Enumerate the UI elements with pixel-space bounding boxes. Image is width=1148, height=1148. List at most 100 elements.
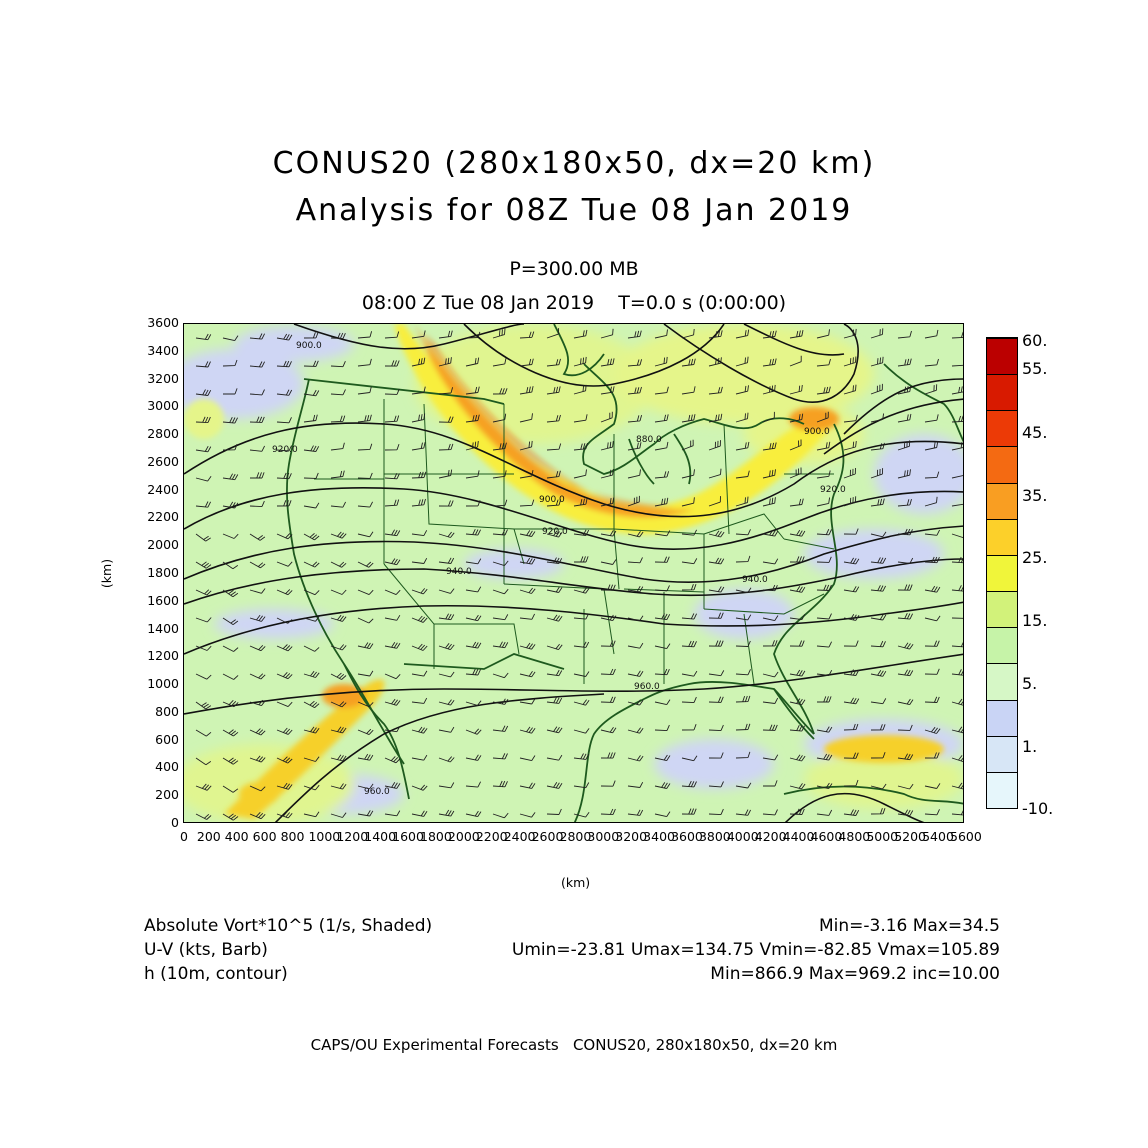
wind-barb bbox=[600, 559, 617, 565]
wind-barb bbox=[870, 442, 885, 451]
y-tick-label: 1400 bbox=[147, 620, 179, 636]
wind-barb bbox=[492, 358, 507, 367]
wind-barb bbox=[897, 330, 912, 339]
wind-barb bbox=[411, 588, 428, 595]
wind-barb bbox=[627, 557, 643, 564]
wind-barb bbox=[384, 641, 401, 649]
wind-barb bbox=[276, 389, 293, 396]
wind-barb bbox=[897, 358, 912, 367]
colorbar-cell bbox=[987, 446, 1017, 483]
colorbar-cell bbox=[987, 663, 1017, 700]
wind-barb bbox=[924, 615, 941, 622]
wind-barb bbox=[222, 813, 239, 821]
wind-barb bbox=[897, 724, 913, 731]
wind-barb bbox=[303, 414, 318, 423]
wind-barb bbox=[762, 754, 779, 761]
wind-barb bbox=[924, 384, 938, 395]
wind-barb bbox=[654, 754, 671, 762]
wind-barb bbox=[330, 701, 347, 708]
wind-barb bbox=[735, 356, 749, 367]
wind-barb bbox=[681, 414, 696, 423]
wind-barb bbox=[303, 445, 320, 452]
wind-barb bbox=[843, 414, 858, 423]
wind-barb bbox=[681, 439, 694, 451]
wind-barb bbox=[762, 640, 778, 647]
contour-label: 940.0 bbox=[446, 567, 472, 577]
wind-barb bbox=[249, 533, 266, 541]
wind-barb bbox=[870, 752, 886, 759]
wind-barb bbox=[627, 386, 642, 395]
wind-barb bbox=[762, 615, 779, 622]
wind-barb bbox=[843, 467, 856, 479]
wind-barb bbox=[276, 589, 293, 596]
wind-barb bbox=[465, 441, 479, 451]
wind-barb bbox=[708, 781, 724, 788]
wind-barb bbox=[330, 672, 347, 680]
wind-barb bbox=[384, 331, 400, 339]
wind-barb bbox=[249, 416, 265, 423]
wind-barb bbox=[384, 614, 401, 621]
wind-barb bbox=[438, 531, 455, 538]
wind-barb bbox=[546, 358, 561, 367]
wind-barb bbox=[573, 442, 588, 451]
wind-barb bbox=[573, 329, 588, 339]
wind-barb bbox=[573, 613, 590, 620]
y-tick-label: 3400 bbox=[147, 342, 179, 358]
wind-barb bbox=[546, 499, 562, 507]
colorbar-cell bbox=[987, 627, 1017, 664]
wind-barb bbox=[681, 724, 697, 731]
wind-barb bbox=[357, 783, 374, 790]
wind-barb bbox=[708, 724, 724, 732]
wind-barb bbox=[303, 561, 320, 568]
wind-barb bbox=[357, 728, 374, 736]
wind-barb bbox=[924, 668, 940, 675]
wind-barb bbox=[951, 386, 963, 395]
wind-barb bbox=[735, 441, 750, 451]
wind-barb bbox=[519, 726, 536, 734]
wind-barb bbox=[411, 357, 426, 367]
wind-barb bbox=[735, 782, 752, 789]
wind-barb bbox=[843, 496, 857, 507]
wind-barb bbox=[223, 388, 238, 395]
wind-barb bbox=[897, 557, 914, 564]
colorbar-label: -10. bbox=[1022, 799, 1054, 818]
wind-barb bbox=[681, 386, 696, 395]
wind-barb bbox=[573, 469, 587, 479]
wind-barb bbox=[492, 641, 509, 649]
wind-barb bbox=[519, 557, 536, 565]
wind-barb bbox=[789, 439, 802, 451]
wind-barb bbox=[897, 642, 914, 650]
wind-barb bbox=[708, 586, 725, 593]
wind-barb bbox=[600, 328, 614, 339]
wind-barb bbox=[843, 557, 860, 565]
wind-barb bbox=[519, 698, 536, 705]
wind-barb bbox=[195, 729, 212, 737]
wind-barb bbox=[924, 696, 940, 703]
wind-barb bbox=[897, 698, 914, 706]
wind-barb bbox=[249, 755, 266, 763]
wind-barb bbox=[195, 617, 212, 623]
wind-barb bbox=[816, 753, 833, 761]
wind-barb bbox=[843, 640, 859, 647]
wind-barb bbox=[681, 755, 698, 762]
x-tick-label: 3400 bbox=[643, 829, 675, 844]
wind-barb bbox=[735, 723, 751, 731]
wind-barb bbox=[276, 701, 293, 708]
wind-barb bbox=[627, 615, 644, 622]
wind-barb bbox=[951, 475, 963, 479]
wind-barb bbox=[951, 503, 963, 507]
wind-barb bbox=[654, 386, 669, 395]
wind-barb bbox=[816, 411, 829, 423]
wind-barb bbox=[357, 701, 374, 708]
wind-barb bbox=[573, 498, 588, 507]
legend-contour-range: Min=866.9 Max=969.2 inc=10.00 bbox=[710, 964, 1000, 984]
wind-barb bbox=[465, 700, 482, 706]
wind-barb bbox=[708, 670, 725, 677]
wind-barb bbox=[276, 727, 293, 735]
wind-barb bbox=[816, 669, 833, 676]
wind-barb bbox=[951, 617, 963, 619]
wind-barb bbox=[276, 445, 292, 452]
wind-barb bbox=[627, 495, 640, 507]
x-tick-label: 2200 bbox=[475, 829, 508, 844]
y-tick-label: 800 bbox=[155, 703, 179, 719]
